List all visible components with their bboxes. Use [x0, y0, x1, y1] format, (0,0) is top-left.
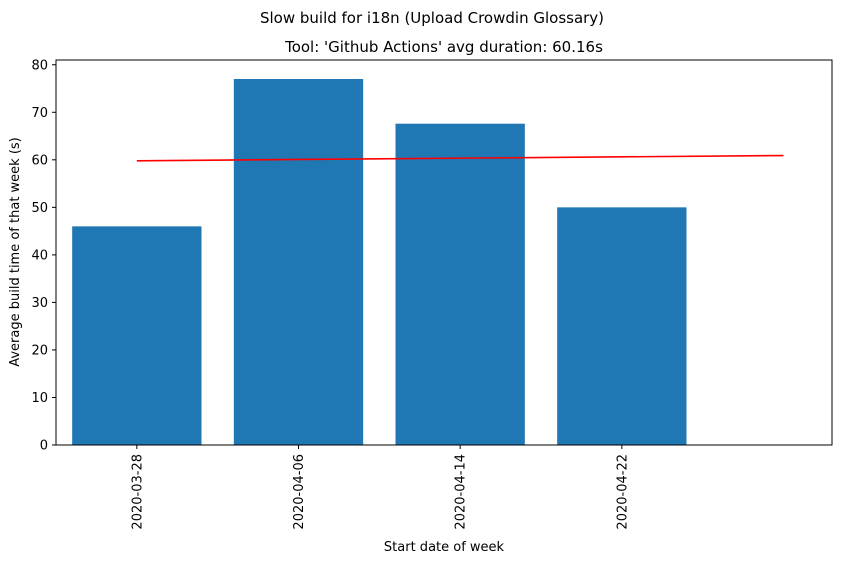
y-tick-label: 20: [31, 343, 48, 358]
x-tick-label: 2020-04-14: [454, 454, 469, 530]
y-tick-label: 40: [31, 248, 48, 263]
y-tick-label: 60: [31, 153, 48, 168]
y-axis-label: Average build time of that week (s): [8, 137, 23, 367]
y-tick-label: 80: [31, 58, 48, 73]
x-tick-label: 2020-03-28: [130, 454, 145, 530]
bar-2020-04-14: [395, 123, 525, 445]
y-tick-label: 50: [31, 201, 48, 216]
x-axis: 2020-03-28 2020-04-06 2020-04-14 2020-04-22: [130, 445, 630, 530]
trend-line: [136, 154, 784, 162]
x-axis-label: Start date of week: [384, 540, 505, 555]
y-tick-label: 0: [40, 439, 48, 454]
bars-group: [72, 79, 687, 445]
y-tick-label: 70: [31, 106, 48, 121]
chart-suptitle: Slow build for i18n (Upload Crowdin Glos…: [260, 9, 604, 27]
bar-2020-04-06: [233, 79, 364, 445]
bar-2020-04-22: [557, 207, 687, 445]
x-tick-label: 2020-04-06: [292, 454, 307, 530]
trend-group: [136, 154, 784, 162]
y-axis: 0 10 20 30 40 50 60 70 80: [31, 58, 56, 454]
y-tick-label: 30: [31, 296, 48, 311]
x-tick-label: 2020-04-22: [615, 454, 630, 530]
bar-2020-03-28: [72, 226, 202, 445]
plot-frame: [55, 59, 833, 446]
chart-title: Tool: 'Github Actions' avg duration: 60.…: [284, 38, 603, 56]
y-tick-label: 10: [31, 391, 48, 406]
